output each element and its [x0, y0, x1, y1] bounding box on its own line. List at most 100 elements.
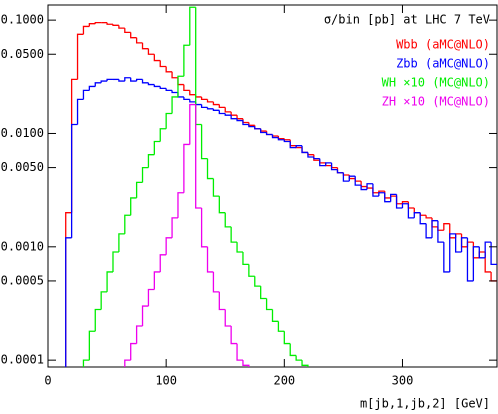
x-tick-label: 100 — [155, 374, 177, 388]
histogram-bin — [230, 115, 238, 120]
histogram-bin — [94, 308, 102, 332]
histogram-bin — [260, 286, 267, 300]
histogram-bin — [200, 124, 208, 160]
histogram-bin — [153, 54, 161, 62]
histogram-bin — [454, 233, 462, 253]
legend-entry: WH ×10 (MC@NLO) — [382, 76, 490, 90]
histogram-bin — [490, 242, 497, 266]
histogram-bin — [360, 181, 368, 188]
histogram-bin — [135, 37, 143, 44]
histogram-bin — [124, 28, 131, 34]
histogram-bin — [401, 201, 409, 204]
chart-title: σ/bin [pb] at LHC 7 TeV — [324, 13, 490, 27]
histogram-bin — [70, 78, 78, 213]
histogram-bin — [165, 112, 173, 129]
histogram-bin — [425, 215, 433, 219]
histogram-bin — [254, 126, 261, 130]
histogram-bin — [112, 251, 119, 272]
histogram-bin — [94, 82, 102, 87]
y-tick-label: 0.0005 — [1, 273, 44, 287]
histogram-bin — [118, 233, 125, 252]
histogram-bin — [407, 201, 415, 209]
histogram-bin — [130, 197, 137, 216]
histogram-bin — [372, 188, 379, 194]
histogram-bin — [141, 42, 149, 50]
histogram-bin — [224, 212, 232, 228]
histogram-bin — [325, 162, 332, 166]
histogram-bin — [342, 172, 350, 176]
histogram-bin — [200, 207, 208, 248]
histogram-bin — [135, 181, 143, 198]
histogram-bin — [153, 84, 161, 88]
y-tick-label: 0.0010 — [1, 239, 44, 253]
plot-frame — [47, 4, 498, 368]
y-tick-label: 0.1000 — [1, 13, 44, 27]
histogram-bin — [112, 24, 119, 26]
histogram-bin — [354, 176, 362, 186]
histogram-bin — [419, 212, 427, 216]
histogram-bin — [260, 128, 267, 132]
histogram-bin — [431, 220, 438, 238]
histogram-bin — [230, 226, 238, 243]
histogram-bin — [330, 162, 338, 171]
histogram-bin — [348, 175, 356, 182]
histogram-bin — [147, 48, 155, 55]
histogram-bin — [165, 88, 173, 92]
histogram-bin — [378, 192, 385, 197]
histogram-bin — [336, 169, 344, 174]
histogram-bin — [443, 242, 450, 273]
histogram-bin — [301, 360, 309, 367]
histogram-bin — [460, 237, 468, 252]
histogram-bin — [189, 6, 196, 46]
histogram-bin — [242, 251, 249, 266]
histogram-bin — [395, 194, 403, 209]
histogram-bin — [124, 214, 131, 234]
histogram-bin — [82, 89, 90, 100]
histogram-bin — [159, 60, 167, 68]
histogram-bin — [431, 217, 438, 228]
histogram-bin — [313, 154, 320, 161]
histogram-bin — [319, 160, 326, 164]
histogram-bin — [82, 359, 90, 367]
histogram-bin — [390, 193, 397, 202]
histogram-bin — [195, 94, 202, 98]
y-tick-label: 0.0100 — [1, 126, 44, 140]
histogram-bin — [130, 342, 137, 361]
legend-entry: Zbb (aMC@NLO) — [396, 57, 490, 71]
histogram-bin — [372, 183, 379, 197]
histogram-bin — [183, 96, 190, 101]
histogram-bin — [384, 192, 391, 203]
histogram-bin — [360, 185, 368, 191]
y-tick-label: 0.0001 — [1, 353, 44, 367]
histogram-bin — [183, 84, 190, 92]
histogram-bin — [449, 223, 456, 239]
histogram-bin — [248, 122, 255, 126]
histogram-bin — [171, 90, 178, 94]
histogram-bin — [466, 241, 474, 247]
histogram-bin — [147, 154, 155, 168]
histogram-bin — [153, 140, 161, 155]
histogram-bin — [437, 220, 444, 243]
histogram-bin — [419, 212, 427, 225]
histogram-bin — [171, 96, 178, 114]
histogram-bin — [271, 134, 279, 139]
histogram-bin — [484, 241, 492, 258]
histogram-bin — [307, 152, 314, 156]
histogram-bin — [401, 203, 409, 208]
histogram-bin — [307, 152, 314, 158]
histogram-bin — [189, 103, 196, 145]
histogram-bin — [189, 99, 196, 103]
histogram-bin — [206, 246, 214, 273]
histogram-bin — [260, 128, 267, 134]
histogram-bin — [283, 139, 291, 143]
histogram-bin — [159, 254, 167, 272]
histogram-bin — [283, 138, 291, 141]
histogram-bin — [454, 233, 462, 238]
histogram-bin — [70, 123, 78, 238]
histogram-bin — [165, 237, 173, 255]
histogram-bin — [159, 86, 167, 90]
histogram-bin — [130, 77, 137, 82]
histogram-bin — [88, 23, 96, 27]
histogram-bin — [336, 167, 344, 174]
